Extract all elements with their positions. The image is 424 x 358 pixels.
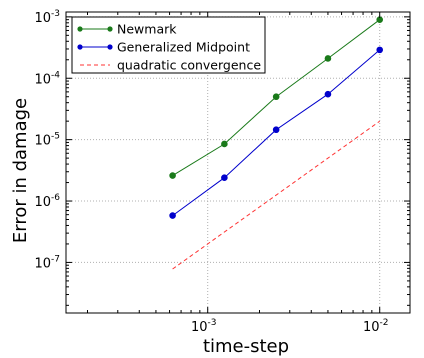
data-point-0 <box>169 172 176 179</box>
data-point-1 <box>376 46 384 54</box>
series-layer <box>169 16 384 270</box>
y-tick-label: 10-7 <box>34 254 60 271</box>
ticks: 10-3 10-2 10-7 10-6 10-5 10-4 10-3 <box>34 9 410 335</box>
legend-marker-1 <box>107 44 113 50</box>
legend-label-0: Newmark <box>117 22 177 37</box>
y-tick-label: 10-6 <box>34 193 60 210</box>
data-point-1 <box>272 126 280 134</box>
data-point-0 <box>324 55 332 62</box>
data-point-1 <box>221 174 228 181</box>
legend-box <box>71 16 266 74</box>
x-axis-label: time-step <box>203 336 289 357</box>
x-tick-label: 10-2 <box>363 318 389 335</box>
y-axis-label: Error in damage <box>10 98 31 243</box>
data-point-0 <box>272 93 280 101</box>
legend-marker-0 <box>107 26 113 32</box>
legend-marker-1 <box>77 44 83 50</box>
plot-frame <box>65 11 411 314</box>
x-tick-label: 10-3 <box>191 318 217 335</box>
legend: Newmark Generalized Midpoint quadratic con… <box>71 16 266 74</box>
data-point-1 <box>169 212 176 219</box>
y-tick-label: 10-5 <box>34 132 60 149</box>
y-tick-label: 10-3 <box>34 9 60 26</box>
y-tick-label: 10-4 <box>34 70 60 87</box>
legend-marker-0 <box>77 26 83 32</box>
series-line-2 <box>172 120 380 270</box>
data-point-1 <box>324 90 332 98</box>
data-point-0 <box>221 140 228 148</box>
legend-label-2: quadratic convergence <box>117 58 261 73</box>
legend-label-1: Generalized Midpoint <box>117 40 250 55</box>
